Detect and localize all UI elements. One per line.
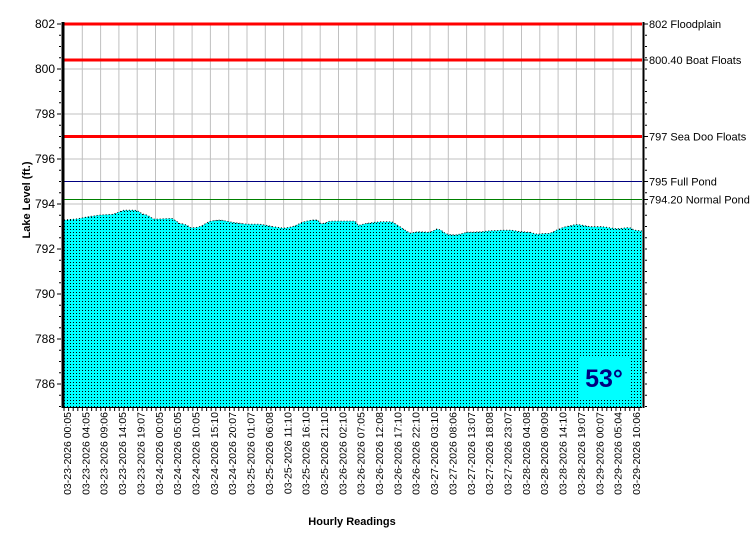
lake-level-area bbox=[64, 210, 642, 407]
x-tick-label: 03-24-2026 10:05 bbox=[190, 412, 202, 495]
x-tick-label: 03-25-2026 16:10 bbox=[301, 412, 313, 495]
series-area bbox=[63, 209, 643, 407]
y-tick-label: 802 bbox=[35, 17, 55, 31]
x-tick-label: 03-26-2026 22:10 bbox=[411, 412, 423, 495]
x-tick-label: 03-26-2026 17:10 bbox=[392, 412, 404, 495]
x-tick-label: 03-27-2026 18:08 bbox=[484, 412, 496, 495]
reference-label: 795 Full Pond bbox=[649, 177, 717, 189]
x-tick-label: 03-28-2026 09:09 bbox=[539, 412, 551, 495]
x-tick-label: 03-28-2026 04:08 bbox=[521, 412, 533, 495]
x-tick-label: 03-26-2026 12:08 bbox=[374, 412, 386, 495]
x-tick-label: 03-23-2026 04:05 bbox=[80, 412, 92, 495]
lake-level-line bbox=[63, 209, 643, 236]
x-tick-label: 03-25-2026 01:07 bbox=[246, 412, 258, 495]
x-tick-label: 03-29-2026 00:07 bbox=[594, 412, 606, 495]
x-tick-label: 03-27-2026 08:06 bbox=[447, 412, 459, 495]
x-tick-label: 03-24-2026 15:10 bbox=[209, 412, 221, 495]
x-tick-label: 03-29-2026 10:06 bbox=[631, 412, 643, 495]
axes bbox=[57, 22, 647, 411]
x-tick-label: 03-26-2026 07:05 bbox=[356, 412, 368, 495]
y-axis-title: Lake Level (ft.) bbox=[21, 161, 33, 238]
y-tick-label: 792 bbox=[35, 242, 55, 256]
x-tick-label: 03-25-2026 21:10 bbox=[319, 412, 331, 495]
x-tick-label: 03-23-2026 19:07 bbox=[135, 412, 147, 495]
temperature-value: 53° bbox=[585, 365, 623, 393]
x-tick-label: 03-27-2026 03:10 bbox=[429, 412, 441, 495]
x-tick-label: 03-25-2026 06:08 bbox=[264, 412, 276, 495]
x-tick-label: 03-26-2026 02:10 bbox=[337, 412, 349, 495]
tick-labels: 786 788 790 792 794 796 798 800 802 03-23-2026 00… bbox=[35, 17, 643, 495]
x-tick-label: 03-27-2026 13:07 bbox=[466, 412, 478, 495]
reference-lines: 802 Floodplain 800.40 Boat Floats 797 Sea … bbox=[64, 19, 750, 207]
reference-label: 802 Floodplain bbox=[649, 19, 721, 31]
y-tick-label: 794 bbox=[35, 197, 55, 211]
x-axis-title: Hourly Readings bbox=[308, 516, 395, 528]
x-tick-label: 03-23-2026 00:05 bbox=[62, 412, 74, 495]
x-tick-label: 03-28-2026 19:07 bbox=[576, 412, 588, 495]
y-tick-label: 790 bbox=[35, 287, 55, 301]
y-tick-label: 796 bbox=[35, 152, 55, 166]
reference-label: 800.40 Boat Floats bbox=[649, 55, 742, 67]
x-tick-label: 03-23-2026 09:06 bbox=[99, 412, 111, 495]
y-tick-label: 786 bbox=[35, 377, 55, 391]
y-tick-label: 800 bbox=[35, 62, 55, 76]
temperature-badge: 53° bbox=[578, 356, 630, 398]
x-tick-label: 03-24-2026 20:07 bbox=[227, 412, 239, 495]
x-tick-label: 03-24-2026 00:05 bbox=[154, 412, 166, 495]
x-tick-label: 03-25-2026 11:10 bbox=[282, 412, 294, 494]
y-tick-label: 788 bbox=[35, 332, 55, 346]
temperature-box bbox=[578, 356, 630, 398]
x-tick-label: 03-28-2026 14:10 bbox=[558, 412, 570, 495]
y-tick-label: 798 bbox=[35, 107, 55, 121]
x-tick-label: 03-24-2026 05:05 bbox=[172, 412, 184, 495]
reference-label: 797 Sea Doo Floats bbox=[649, 132, 747, 144]
x-tick-label: 03-29-2026 05:04 bbox=[613, 412, 625, 495]
reference-label: 794.20 Normal Pond bbox=[649, 195, 750, 207]
x-tick-label: 03-23-2026 14:05 bbox=[117, 412, 129, 495]
x-tick-label: 03-27-2026 23:07 bbox=[503, 412, 515, 495]
